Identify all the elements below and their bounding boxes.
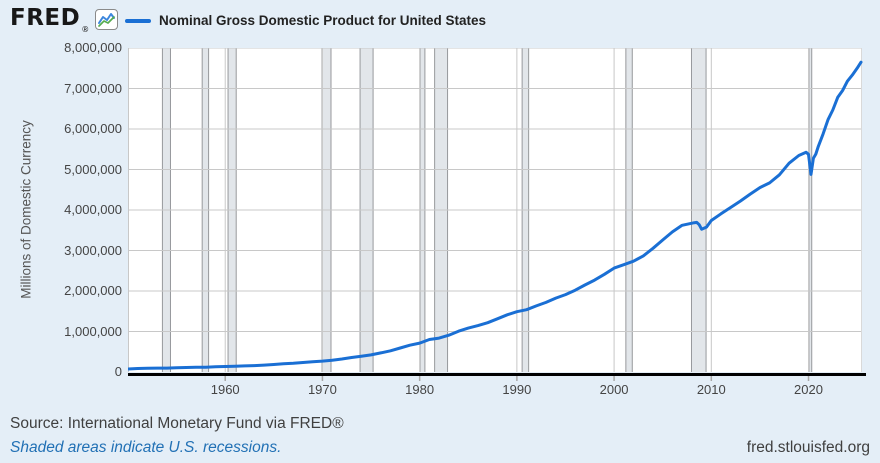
fred-sparkline-icon [95,9,118,35]
source-text: Source: International Monetary Fund via … [10,415,344,432]
recession-note-link[interactable]: Shaded areas indicate U.S. recessions. [10,439,282,456]
y-tick-label: 7,000,000 [64,80,122,96]
fred-logo-text: FRED [10,5,81,31]
registered-mark: ® [81,25,90,34]
y-tick-label: 8,000,000 [64,40,122,55]
x-tick-label: 1980 [405,382,435,397]
legend-label: Nominal Gross Domestic Product for Unite… [159,13,487,28]
x-tick-label: 2010 [696,382,726,397]
fred-logo: FRED® [10,5,90,34]
x-tick-label: 2000 [599,382,629,397]
y-tick-label: 4,000,000 [64,202,122,217]
x-tick-label: 1970 [307,382,337,397]
y-tick-label: 0 [114,364,122,379]
y-tick-label: 5,000,000 [64,161,122,177]
x-tick-label: 1990 [502,382,532,397]
y-tick-label: 6,000,000 [64,121,122,136]
y-tick-label: 1,000,000 [64,323,122,339]
y-tick-label: 2,000,000 [64,283,122,298]
x-tick-label: 2020 [794,382,823,397]
chart-plot [126,47,868,387]
x-tick-label: 1960 [210,382,240,397]
y-tick-label: 3,000,000 [64,242,122,258]
site-url: fred.stlouisfed.org [746,439,870,456]
legend-line-swatch [125,19,151,23]
